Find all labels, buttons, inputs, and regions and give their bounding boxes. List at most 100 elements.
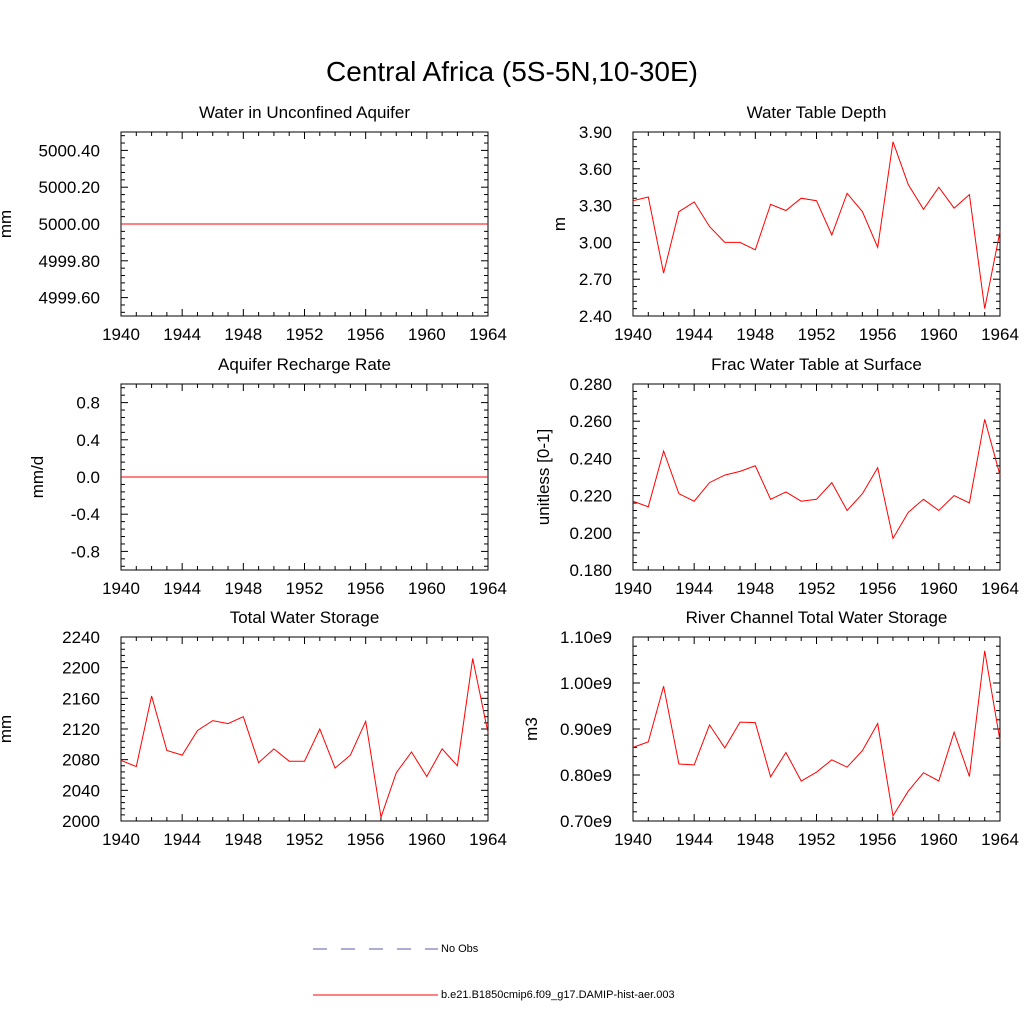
x-tick-label: 1952 xyxy=(286,830,324,849)
chart-panel-5: Total Water Storage mm 1940 1944 1948 1952 195… xyxy=(0,608,507,849)
y-tick-label: 2080 xyxy=(62,751,100,770)
x-tick-label: 1956 xyxy=(347,579,385,598)
y-tick-label: -0.4 xyxy=(71,505,100,524)
y-tick-label: 0.90e9 xyxy=(560,720,612,739)
plot-frame xyxy=(632,636,1001,822)
x-tick-label: 1948 xyxy=(224,579,262,598)
y-tick-label: 4999.60 xyxy=(39,289,100,308)
x-tick-label: 1944 xyxy=(675,830,713,849)
x-tick-label: 1952 xyxy=(798,325,836,344)
y-tick-label: 4999.80 xyxy=(39,252,100,271)
y-tick-label: 2200 xyxy=(62,659,100,678)
y-tick-label: 3.90 xyxy=(579,123,612,142)
x-tick-label: 1948 xyxy=(736,325,774,344)
x-tick-label: 1956 xyxy=(347,325,385,344)
x-tick-label: 1956 xyxy=(859,579,897,598)
y-axis-label: mm xyxy=(0,210,15,238)
legend-label-run: b.e21.B1850cmip6.f09_g17.DAMIP-hist-aer.… xyxy=(441,989,675,1001)
x-tick-label: 1940 xyxy=(614,325,652,344)
chart-panel-3: Aquifer Recharge Rate mm/d 1940 1944 1948 195… xyxy=(28,355,507,598)
x-tick-label: 1944 xyxy=(675,325,713,344)
y-axis-label: mm/d xyxy=(28,456,47,499)
chart-title: Water in Unconfined Aquifer xyxy=(199,103,410,122)
y-tick-label: 0.4 xyxy=(76,431,100,450)
x-tick-label: 1960 xyxy=(920,325,958,344)
x-tick-label: 1956 xyxy=(859,830,897,849)
x-tick-label: 1964 xyxy=(469,325,507,344)
series-line xyxy=(632,650,1001,818)
x-tick-label: 1944 xyxy=(163,325,201,344)
x-tick-label: 1948 xyxy=(224,830,262,849)
y-tick-label: 3.00 xyxy=(579,233,612,252)
y-tick-label: 3.60 xyxy=(579,160,612,179)
chart-title: River Channel Total Water Storage xyxy=(686,608,948,627)
x-tick-label: 1944 xyxy=(675,579,713,598)
y-tick-label: 3.30 xyxy=(579,197,612,216)
chart-panel-4: Frac Water Table at Surface unitless [0-1… xyxy=(534,355,1019,598)
y-tick-label: 5000.00 xyxy=(39,215,100,234)
plot-frame xyxy=(632,383,1001,571)
y-tick-label: 0.240 xyxy=(569,449,612,468)
y-tick-label: -0.8 xyxy=(71,542,100,561)
plot-frame xyxy=(120,636,489,822)
legend-label-no-obs: No Obs xyxy=(441,943,479,955)
y-axis-label: m3 xyxy=(522,717,541,741)
y-tick-label: 2040 xyxy=(62,781,100,800)
x-tick-label: 1964 xyxy=(981,830,1019,849)
y-tick-label: 1.10e9 xyxy=(560,628,612,647)
chart-title: Frac Water Table at Surface xyxy=(711,355,922,374)
chart-panel-1: Water in Unconfined Aquifer mm 1940 1944 194… xyxy=(0,103,507,344)
x-tick-label: 1960 xyxy=(920,830,958,849)
x-tick-label: 1940 xyxy=(102,830,140,849)
x-tick-label: 1952 xyxy=(286,325,324,344)
y-tick-label: 1.00e9 xyxy=(560,674,612,693)
x-tick-label: 1940 xyxy=(102,325,140,344)
y-tick-label: 0.8 xyxy=(76,394,100,413)
y-tick-label: 2120 xyxy=(62,720,100,739)
x-tick-label: 1960 xyxy=(920,579,958,598)
legend xyxy=(313,948,438,996)
x-tick-label: 1964 xyxy=(469,830,507,849)
series-line xyxy=(120,658,489,818)
plot-frame xyxy=(632,131,1001,317)
y-axis-label: m xyxy=(550,217,569,231)
y-tick-label: 2.70 xyxy=(579,270,612,289)
chart-panel-6: River Channel Total Water Storage m3 1940 1… xyxy=(522,608,1019,849)
x-tick-label: 1960 xyxy=(408,579,446,598)
y-tick-label: 5000.40 xyxy=(39,141,100,160)
chart-title: Water Table Depth xyxy=(747,103,887,122)
x-tick-label: 1940 xyxy=(614,830,652,849)
y-tick-label: 0.260 xyxy=(569,412,612,431)
y-tick-label: 0.0 xyxy=(76,468,100,487)
x-tick-label: 1944 xyxy=(163,830,201,849)
figure-title: Central Africa (5S-5N,10-30E) xyxy=(326,56,698,87)
chart-title: Aquifer Recharge Rate xyxy=(218,355,391,374)
y-tick-label: 0.180 xyxy=(569,561,612,580)
y-axis-label: mm xyxy=(0,715,15,743)
y-tick-label: 2.40 xyxy=(579,307,612,326)
y-tick-label: 0.220 xyxy=(569,487,612,506)
x-tick-label: 1952 xyxy=(286,579,324,598)
chart-title: Total Water Storage xyxy=(230,608,380,627)
x-tick-label: 1948 xyxy=(736,579,774,598)
y-tick-label: 0.280 xyxy=(569,375,612,394)
y-tick-label: 0.70e9 xyxy=(560,812,612,831)
chart-panel-2: Water Table Depth m 1940 1944 1948 1952 1956 19… xyxy=(550,103,1019,344)
x-tick-label: 1956 xyxy=(347,830,385,849)
y-tick-label: 2240 xyxy=(62,628,100,647)
x-tick-label: 1944 xyxy=(163,579,201,598)
x-tick-label: 1952 xyxy=(798,830,836,849)
series-line xyxy=(632,141,1001,309)
x-tick-label: 1964 xyxy=(981,579,1019,598)
x-tick-label: 1956 xyxy=(859,325,897,344)
y-axis-label: unitless [0-1] xyxy=(534,429,553,525)
x-tick-label: 1960 xyxy=(408,325,446,344)
y-tick-label: 2160 xyxy=(62,689,100,708)
x-tick-label: 1940 xyxy=(614,579,652,598)
y-tick-label: 0.200 xyxy=(569,524,612,543)
x-tick-label: 1960 xyxy=(408,830,446,849)
x-tick-label: 1940 xyxy=(102,579,140,598)
x-tick-label: 1952 xyxy=(798,579,836,598)
series-line xyxy=(632,419,1001,540)
